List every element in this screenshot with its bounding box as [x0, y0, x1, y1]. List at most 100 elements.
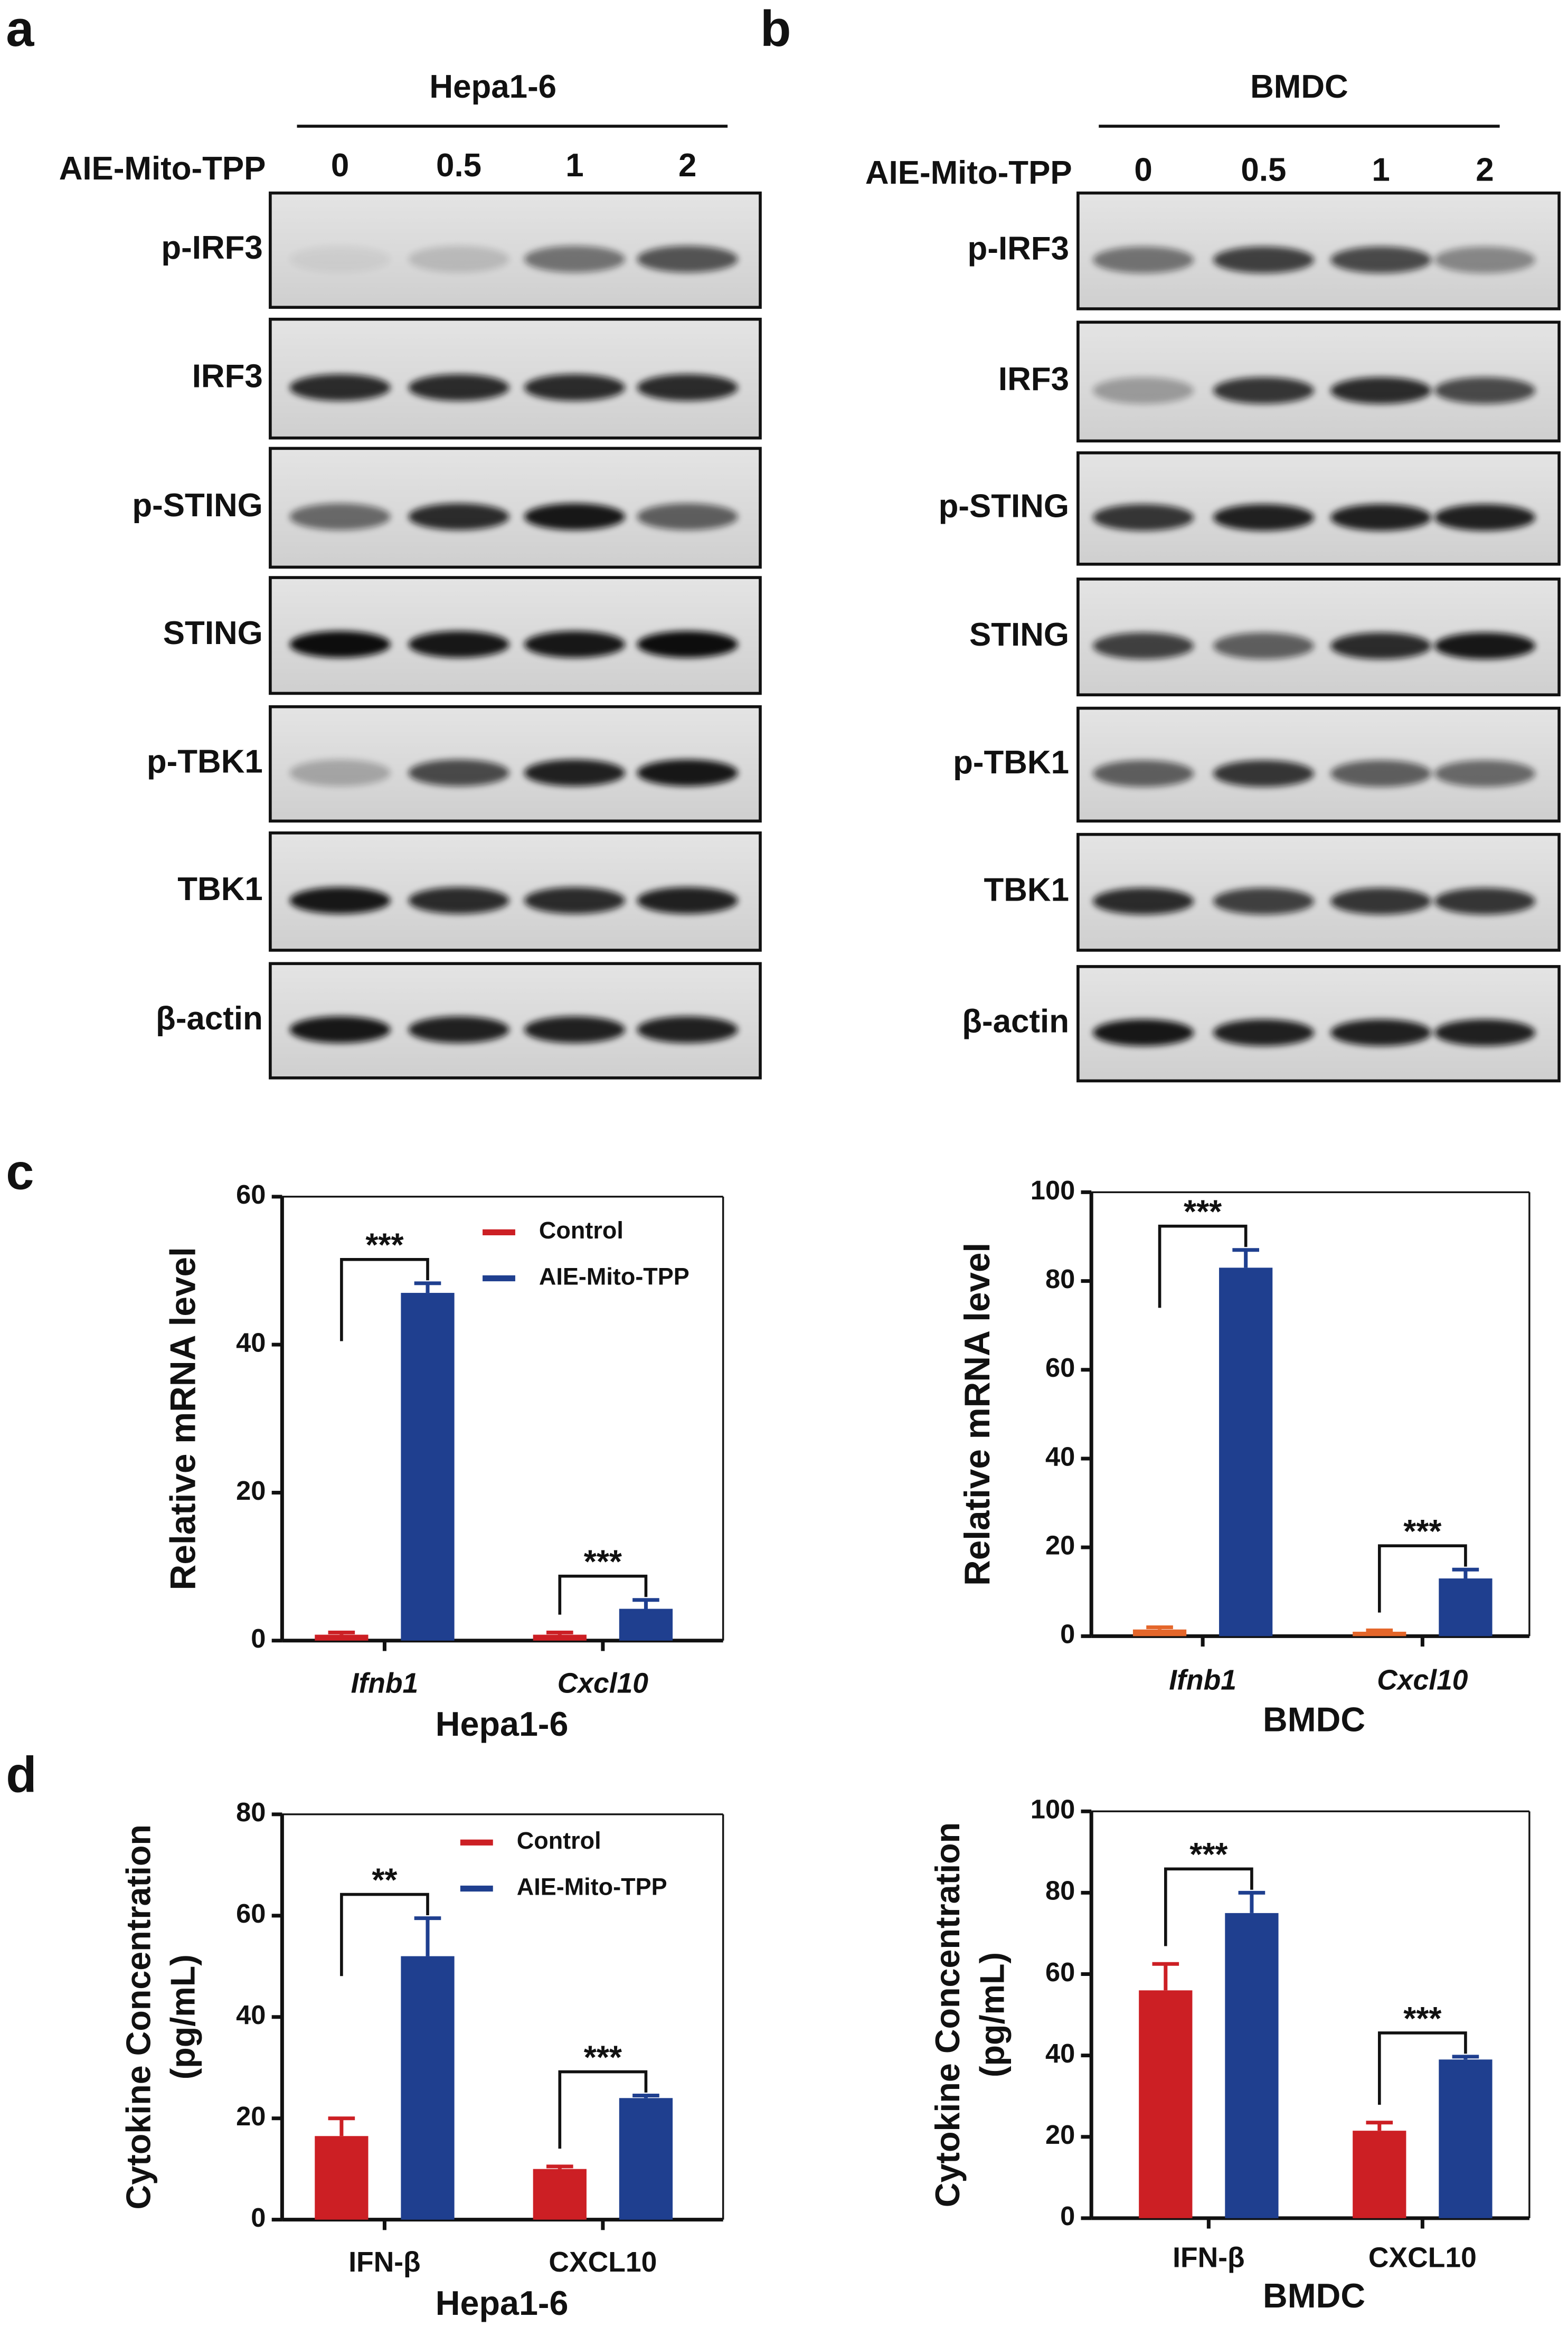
bar [1439, 2059, 1493, 2218]
x-axis-label: Hepa1-6 [436, 1705, 569, 1743]
x-tick-label: Cxcl10 [558, 1668, 649, 1699]
x-axis-label: BMDC [1263, 1700, 1365, 1739]
protein-label: p-TBK1 [953, 744, 1069, 781]
x-tick-label: CXCL10 [1368, 2243, 1477, 2274]
error-bar [1232, 1248, 1259, 1268]
x-tick-label: IFN-β [348, 2247, 420, 2278]
significance-label: ** [372, 1862, 398, 1898]
error-bar [632, 1598, 659, 1609]
blot-band [289, 374, 391, 401]
blot-band [289, 887, 391, 914]
bar [1353, 2131, 1406, 2218]
blot-frame [1076, 191, 1561, 310]
blot-band [1213, 246, 1315, 273]
blot-frame [269, 576, 762, 695]
blot-band [1434, 377, 1536, 404]
blot-band [1213, 760, 1315, 787]
blot-band [637, 887, 738, 914]
x-tick-label: Ifnb1 [1169, 1665, 1236, 1696]
bar [315, 1634, 369, 1641]
blot-band [1330, 760, 1432, 787]
blot-band [1213, 377, 1315, 404]
blot-band [408, 887, 509, 914]
y-tick-label: 80 [236, 1797, 266, 1827]
protein-label: p-IRF3 [968, 231, 1069, 267]
dose-label: 1 [1372, 152, 1390, 188]
y-tick-label: 40 [1045, 2038, 1075, 2068]
significance-bracket [558, 2070, 648, 2149]
y-tick-label: 60 [236, 1898, 266, 1928]
cell-line: BMDC [1250, 69, 1348, 105]
error-bar [1238, 1890, 1265, 1913]
y-tick-label: 80 [1045, 1876, 1075, 1906]
blot-band [1092, 1019, 1194, 1046]
protein-label: TBK1 [177, 871, 263, 907]
dose-label: 0.5 [436, 147, 481, 184]
x-axis-label: BMDC [1263, 2276, 1365, 2315]
protein-label: TBK1 [984, 872, 1069, 909]
blot-band [1330, 1019, 1432, 1046]
blot-band [1213, 504, 1315, 531]
y-axis-label: Cytokine Concentration [119, 1824, 157, 2209]
bar [1225, 1913, 1279, 2218]
blot-frame [269, 317, 762, 440]
error-bar [546, 1630, 573, 1635]
blot-band [637, 631, 738, 658]
significance-label: *** [1184, 1194, 1222, 1231]
blot-band [1434, 632, 1536, 659]
bar [1219, 1267, 1273, 1637]
y-tick-label: 40 [236, 2000, 266, 2030]
significance-bracket [1158, 1224, 1248, 1308]
blot-band [637, 245, 738, 273]
treatment-label: AIE-Mito-TPP [59, 150, 266, 187]
y-tick-label: 0 [251, 2202, 266, 2233]
treatment-label: AIE-Mito-TPP [865, 155, 1072, 191]
bar [619, 1609, 673, 1641]
significance-label: *** [365, 1227, 404, 1264]
dose-label: 0 [1134, 152, 1152, 188]
bar [1139, 1990, 1193, 2218]
blot-band [1330, 887, 1432, 915]
blot-band [408, 245, 509, 273]
bar [1132, 1629, 1187, 1637]
error-bar [1366, 1628, 1393, 1632]
significance-bracket [1377, 2031, 1467, 2105]
blot-band [524, 631, 626, 658]
blot-frame [269, 447, 762, 569]
error-bar [1146, 1625, 1173, 1630]
blot-band [524, 887, 626, 914]
significance-label: *** [1403, 1514, 1442, 1550]
bar [1439, 1578, 1493, 1637]
protein-label: p-STING [132, 487, 262, 524]
blot-frame [269, 831, 762, 952]
blot-band [408, 503, 509, 531]
protein-label: p-TBK1 [147, 743, 263, 780]
blot-band [408, 374, 509, 401]
protein-label: p-STING [939, 488, 1069, 525]
blot-frame [1076, 833, 1561, 952]
blot-frame [269, 962, 762, 1080]
error-bar [414, 1916, 441, 1956]
blot-band [1330, 377, 1432, 404]
bar [401, 1956, 455, 2220]
blot-band [1434, 504, 1536, 531]
bar [619, 2098, 673, 2220]
blot-frame [1076, 320, 1561, 443]
error-bar [632, 2094, 659, 2098]
x-tick-label: Cxcl10 [1377, 1665, 1468, 1696]
y-tick-label: 20 [236, 2101, 266, 2131]
bar [533, 2169, 587, 2220]
blot-band [289, 1016, 391, 1043]
legend-label: Control [517, 1827, 601, 1854]
x-axis-label: Hepa1-6 [436, 2284, 569, 2322]
significance-label: *** [1189, 1837, 1228, 1873]
error-bar [1452, 2055, 1479, 2060]
error-bar [1366, 2121, 1393, 2131]
significance-label: *** [584, 1544, 622, 1581]
significance-bracket [558, 1574, 648, 1615]
y-axis-label: Relative mRNA level [958, 1243, 997, 1586]
blot-frame [1076, 578, 1561, 697]
error-bar [1152, 1962, 1179, 1991]
y-tick-label: 0 [1060, 2201, 1075, 2231]
